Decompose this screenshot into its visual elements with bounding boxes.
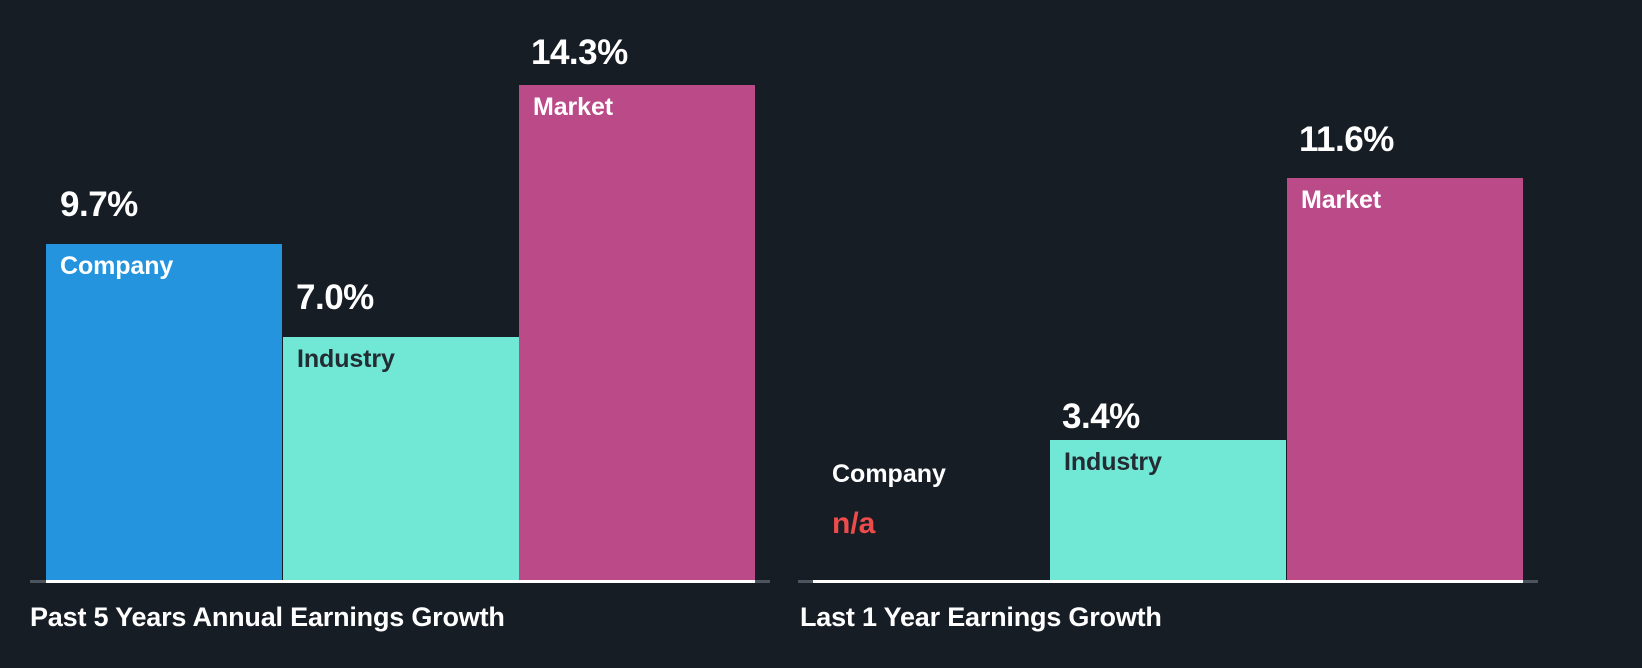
axis-baseline: [813, 580, 1523, 583]
value-label-company: 9.7%: [60, 185, 138, 224]
value-label-market: 14.3%: [531, 33, 628, 72]
value-label-industry: 3.4%: [1062, 397, 1140, 436]
bar-industry[interactable]: Industry: [1050, 440, 1286, 580]
bar-label-industry: Industry: [297, 345, 395, 373]
value-label-company: n/a: [832, 507, 876, 540]
panel-last-1-year: Company n/a 3.4% 11.6% Industry Market L…: [790, 0, 1642, 668]
bar-industry[interactable]: Industry: [283, 337, 519, 580]
value-label-industry: 7.0%: [296, 278, 374, 317]
plot-area-left: 9.7% 7.0% 14.3% Company Industry Market: [0, 0, 790, 583]
bar-label-market: Market: [533, 93, 613, 121]
plot-area-right: Company n/a 3.4% 11.6% Industry Market: [790, 0, 1642, 583]
bar-market[interactable]: Market: [1287, 178, 1523, 580]
bar-label-market: Market: [1301, 186, 1381, 214]
bar-company[interactable]: Company: [46, 244, 282, 580]
value-label-market: 11.6%: [1299, 120, 1394, 159]
company-na-group: Company n/a: [832, 462, 946, 539]
panel-title-past-5-years: Past 5 Years Annual Earnings Growth: [30, 602, 505, 632]
bar-label-company: Company: [60, 252, 174, 280]
bar-label-company: Company: [832, 460, 946, 488]
bar-label-industry: Industry: [1064, 448, 1162, 476]
panel-past-5-years: 9.7% 7.0% 14.3% Company Industry Market …: [0, 0, 790, 668]
bar-market[interactable]: Market: [519, 85, 755, 580]
panel-title-last-1-year: Last 1 Year Earnings Growth: [800, 602, 1162, 632]
axis-baseline: [46, 580, 755, 583]
